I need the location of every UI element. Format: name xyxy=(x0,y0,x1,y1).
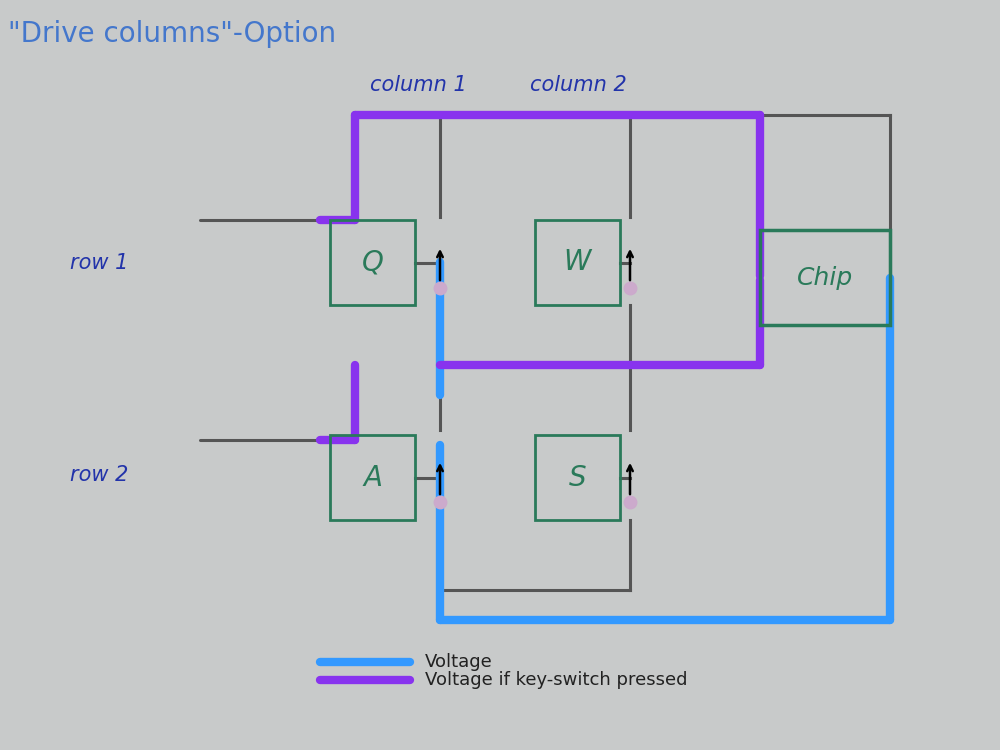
Text: row 2: row 2 xyxy=(70,465,128,485)
Text: Q: Q xyxy=(362,248,383,277)
Text: S: S xyxy=(569,464,586,491)
Text: row 1: row 1 xyxy=(70,253,128,273)
Bar xyxy=(535,435,620,520)
Text: column 2: column 2 xyxy=(530,75,627,95)
Bar xyxy=(330,435,415,520)
Bar xyxy=(330,220,415,305)
Text: column 1: column 1 xyxy=(370,75,467,95)
Text: Chip: Chip xyxy=(797,266,853,290)
Text: Voltage if key-switch pressed: Voltage if key-switch pressed xyxy=(425,671,688,689)
Bar xyxy=(535,220,620,305)
Text: A: A xyxy=(363,464,382,491)
Text: Voltage: Voltage xyxy=(425,653,493,671)
Text: W: W xyxy=(564,248,591,277)
Bar xyxy=(760,230,890,325)
Text: "Drive columns"-Option: "Drive columns"-Option xyxy=(8,20,336,48)
